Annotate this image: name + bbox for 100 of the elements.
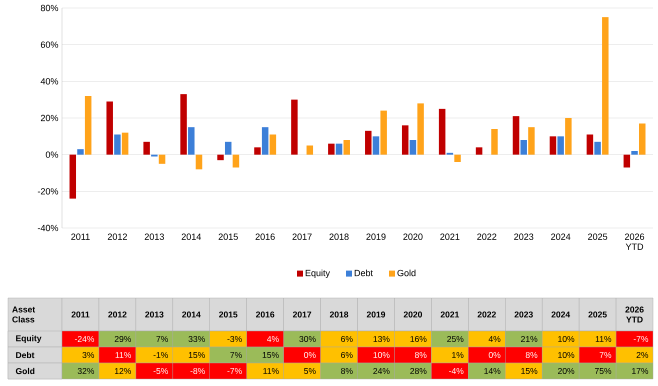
data-label: 4% xyxy=(267,336,279,342)
bar xyxy=(270,134,276,155)
bar xyxy=(291,100,298,155)
data-label: 11% xyxy=(116,352,132,358)
bar xyxy=(491,128,498,155)
y-tick-label: -40% xyxy=(38,224,58,232)
bar xyxy=(365,130,372,155)
x-tick-label: 2015 xyxy=(218,234,238,240)
category-label: 2017 xyxy=(292,311,312,318)
bar xyxy=(336,144,342,155)
data-label: -7% xyxy=(227,368,242,374)
text: Asset Class xyxy=(12,306,36,322)
data-label: 14% xyxy=(484,368,500,374)
bar xyxy=(114,134,121,155)
data-label: 29% xyxy=(114,336,132,342)
y-tick-label: 20% xyxy=(40,114,58,122)
data-label: 15% xyxy=(262,352,279,358)
category-label: 2016 xyxy=(256,311,274,318)
bar xyxy=(638,124,646,155)
y-tick-label: 80% xyxy=(40,4,58,12)
category-label: 2024 xyxy=(552,311,570,318)
bar xyxy=(528,127,535,155)
x-tick-label: 2026 YTD xyxy=(624,234,644,250)
bar xyxy=(417,103,424,155)
y-tick-label: 40% xyxy=(40,78,58,85)
data-label: 5% xyxy=(304,368,316,374)
bar xyxy=(372,136,380,155)
data-label: 28% xyxy=(410,368,427,374)
category-label: 2014 xyxy=(182,311,201,318)
data-label: 30% xyxy=(299,336,316,342)
bar xyxy=(196,154,202,170)
x-tick-label: 2021 xyxy=(440,234,460,240)
data-label: 1% xyxy=(452,352,464,358)
category-label: 2022 xyxy=(478,311,496,318)
y-tick-label: -20% xyxy=(38,188,58,195)
data-label: 33% xyxy=(188,336,205,342)
data-label: 3% xyxy=(82,352,94,358)
data-label: -1% xyxy=(154,352,168,358)
bar xyxy=(557,136,564,155)
data-label: 10% xyxy=(374,352,390,358)
bar xyxy=(602,17,609,155)
bar xyxy=(586,134,594,155)
data-label: 13% xyxy=(374,336,390,342)
x-tick-label: 2023 xyxy=(514,234,534,240)
bar xyxy=(188,127,195,155)
data-label: 32% xyxy=(78,368,94,374)
category-label: 2023 xyxy=(514,311,533,318)
y-tick-label: 60% xyxy=(40,41,58,48)
data-label: 17% xyxy=(632,368,648,374)
data-label: 11% xyxy=(263,368,279,374)
category-label: 2021 xyxy=(440,311,460,318)
data-label: 8% xyxy=(341,368,353,374)
bar xyxy=(343,140,350,155)
data-label: 7% xyxy=(600,352,612,358)
x-tick-label: 2013 xyxy=(144,234,164,240)
x-tick-label: 2012 xyxy=(108,234,127,240)
legend-label: Equity xyxy=(306,270,330,278)
category-label: 2020 xyxy=(404,311,422,318)
data-label: 6% xyxy=(341,336,353,342)
data-label: 10% xyxy=(558,336,574,342)
bar xyxy=(476,147,482,155)
data-label: 15% xyxy=(521,368,538,374)
text: Gold xyxy=(16,368,34,374)
bar xyxy=(77,149,84,155)
data-label: 6% xyxy=(341,352,353,358)
data-label: 0% xyxy=(304,352,316,358)
x-tick-label: 2022 xyxy=(477,234,496,240)
bar xyxy=(410,140,416,155)
data-label: 8% xyxy=(526,352,538,358)
bar xyxy=(380,110,387,155)
data-label: 11% xyxy=(596,336,612,342)
bar xyxy=(306,146,314,155)
data-label: 75% xyxy=(594,368,612,374)
x-tick-label: 2019 xyxy=(366,234,386,240)
data-label: -4% xyxy=(449,368,464,374)
text: Equity xyxy=(16,335,42,343)
category-label: 2019 xyxy=(366,311,386,318)
data-label: 7% xyxy=(156,336,168,342)
x-tick-label: 2011 xyxy=(71,234,90,240)
bar xyxy=(512,116,520,155)
bar xyxy=(438,108,446,155)
data-label: 20% xyxy=(558,368,574,374)
data-label: 0% xyxy=(488,352,500,358)
x-tick-label: 2016 xyxy=(256,234,275,240)
bar xyxy=(70,154,76,199)
bar xyxy=(402,125,408,155)
data-label: 4% xyxy=(488,336,500,342)
bar xyxy=(594,142,601,155)
category-label: 2015 xyxy=(219,311,238,318)
x-tick-label: 2018 xyxy=(329,234,349,240)
bar xyxy=(180,94,187,155)
data-label: -24% xyxy=(74,336,94,342)
text: Debt xyxy=(16,352,34,358)
category-label: 2018 xyxy=(330,311,348,318)
x-tick-label: 2014 xyxy=(182,234,202,240)
data-label: -5% xyxy=(154,368,168,374)
data-label: 8% xyxy=(414,352,427,358)
data-label: -8% xyxy=(190,368,205,374)
y-tick-label: 0% xyxy=(46,151,58,158)
bar xyxy=(520,140,527,155)
